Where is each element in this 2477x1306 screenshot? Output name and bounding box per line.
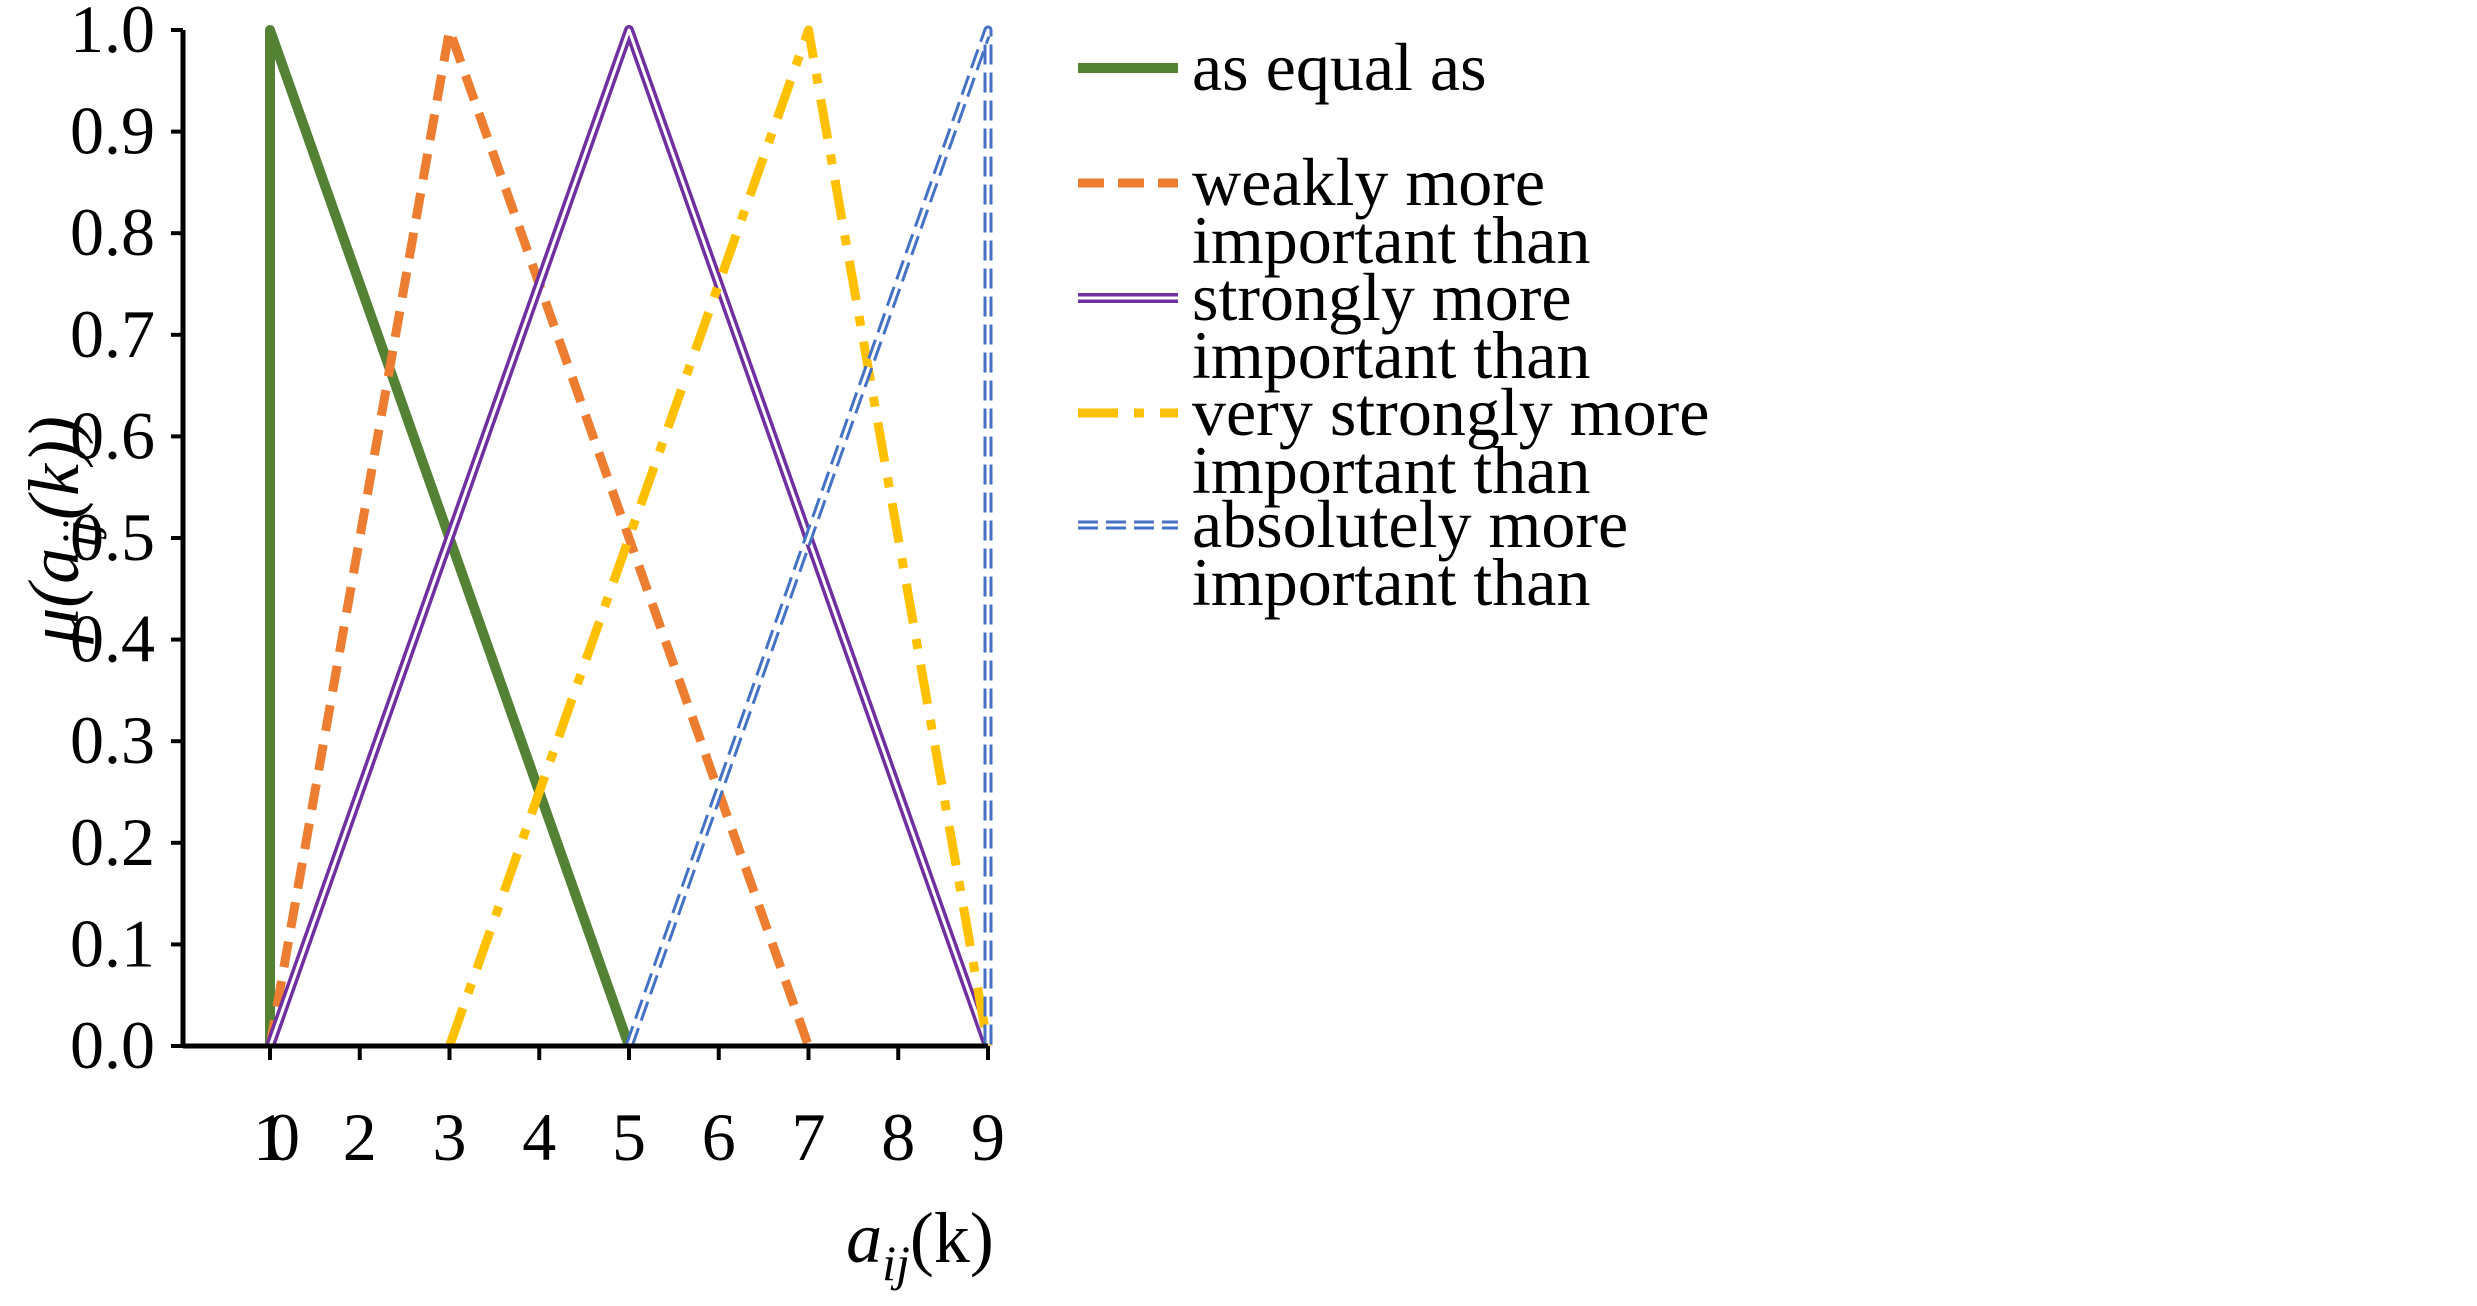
y-tick-label: 0.6: [70, 397, 155, 473]
x-label-arg: (k): [910, 1198, 994, 1278]
x-tick-label: 8: [881, 1099, 915, 1175]
series-line-3: [265, 25, 993, 1048]
series-layer: [265, 25, 993, 1048]
legend-label: important than: [1192, 432, 1590, 508]
y-label-prefix: μ(: [14, 580, 94, 645]
ticks-layer: 0.0 0.1 0.2 0.3 0.4 0.5 0.6 0.7 0.8 0.9 1.0 01 2 3 4 5 6…: [70, 0, 1005, 1175]
legend-label: absolutely more: [1192, 486, 1628, 562]
x-label-base: a: [846, 1198, 882, 1278]
x-tick-label: 9: [971, 1099, 1005, 1175]
y-tick-label: 0.5: [70, 499, 155, 575]
series-line-1: [265, 25, 634, 1048]
legend-label: important than: [1192, 544, 1590, 620]
x-axis-label: aij(k): [846, 1198, 994, 1291]
y-tick-label: 0.0: [70, 1007, 155, 1083]
y-tick-label: 0.4: [70, 601, 155, 677]
x-tick-label: 5: [612, 1099, 646, 1175]
x-tick-label: 7: [792, 1099, 826, 1175]
y-tick-label: 0.3: [70, 702, 155, 778]
legend-label: as equal as: [1192, 29, 1487, 105]
series-line-5: [624, 25, 993, 1048]
y-tick-label: 0.8: [70, 194, 155, 270]
axes-layer: [180, 30, 988, 1049]
legend-label: important than: [1192, 202, 1590, 278]
legend-label: important than: [1192, 317, 1590, 393]
legend-label: strongly more: [1192, 259, 1572, 335]
x-label-sub: ij: [882, 1235, 910, 1291]
y-tick-label: 0.7: [70, 296, 155, 372]
x-tick-label: 2: [343, 1099, 377, 1175]
y-label-base: a: [14, 548, 94, 584]
y-tick-label: 1.0: [70, 0, 155, 67]
y-tick-label: 0.9: [70, 93, 155, 169]
x-tick-label: 4: [522, 1099, 556, 1175]
y-axis-label: μ(aij(k)): [14, 416, 107, 645]
x-tick-label: 1: [253, 1099, 287, 1175]
x-tick-label: 6: [702, 1099, 736, 1175]
x-tick-label: 0: [266, 1099, 300, 1175]
series-line-4: [445, 25, 993, 1048]
y-label-sub: ij: [51, 520, 107, 548]
legend-item-1: as equal as: [1078, 29, 1487, 105]
legend-label: very strongly more: [1192, 374, 1709, 450]
y-label-arg: (k)): [14, 416, 94, 520]
x-tick-label: 3: [433, 1099, 467, 1175]
y-tick-label: 0.2: [70, 804, 155, 880]
y-tick-label: 0.1: [70, 905, 155, 981]
legend-label: weakly more: [1192, 144, 1545, 220]
series-line-2: [265, 25, 813, 1048]
